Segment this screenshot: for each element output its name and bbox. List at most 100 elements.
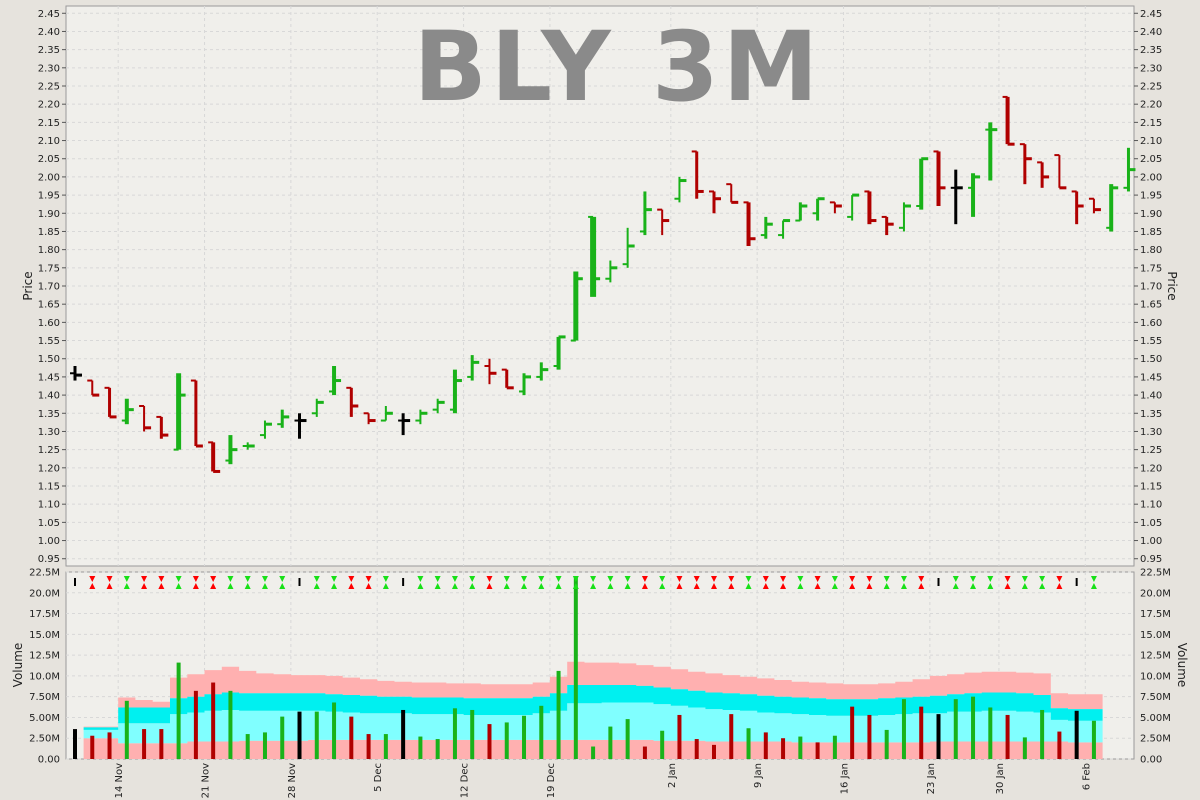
arrow-down-marker (780, 576, 787, 582)
volume-axis-title-left: Volume (11, 643, 25, 688)
price-tick-label: 2.40 (1140, 27, 1162, 38)
ohlc-bar (916, 157, 929, 210)
ohlc-bar (795, 202, 808, 222)
ohlc-bar (933, 150, 946, 206)
arrow-down-marker (1021, 576, 1028, 582)
volume-axis-right: 0.00 2.50M 5.00M 7.50M 10.0M 12.5M 15.0M 17.5M 2… (1140, 568, 1171, 766)
arrow-up-marker (227, 583, 234, 589)
arrow-down-marker (503, 576, 510, 582)
date-tick-label: 9 Jan (753, 763, 764, 788)
price-tick-label: 1.70 (1140, 282, 1162, 293)
arrow-down-marker (521, 576, 528, 582)
price-tick-label: 2.40 (38, 27, 60, 38)
arrow-down-marker (987, 576, 994, 582)
volume-bar (746, 728, 751, 759)
arrow-down-marker (261, 576, 268, 582)
ohlc-bar (812, 197, 825, 221)
ohlc-bar (985, 122, 998, 181)
arrow-up-marker (521, 583, 528, 589)
volume-tick-label: 5.00M (1140, 713, 1171, 724)
ohlc-bar (501, 368, 514, 390)
arrow-down-marker (175, 576, 182, 582)
arrow-down-marker (123, 576, 130, 582)
arrow-down-marker (538, 576, 545, 582)
ohlc-bar (553, 335, 566, 370)
arrow-down-marker (158, 576, 165, 582)
price-tick-label: 1.85 (1140, 227, 1162, 238)
price-tick-label: 2.10 (38, 136, 60, 147)
date-tick-label: 28 Nov (287, 763, 298, 799)
arrow-down-marker (659, 576, 666, 582)
price-tick-label: 2.05 (1140, 154, 1162, 165)
volume-bar (763, 732, 768, 759)
date-tick-label: 6 Feb (1081, 763, 1092, 790)
price-tick-label: 1.75 (1140, 263, 1162, 274)
ohlc-bar (847, 193, 860, 221)
date-tick-label: 14 Nov (114, 763, 125, 799)
arrow-up-marker (261, 583, 268, 589)
arrow-down-marker (590, 576, 597, 582)
ohlc-bar (778, 219, 791, 239)
price-tick-label: 2.45 (38, 9, 60, 20)
ohlc-bar (743, 201, 756, 246)
volume-tick-label: 10.0M (1140, 671, 1171, 682)
volume-tick-label: 7.50M (1140, 692, 1171, 703)
volume-bars (73, 576, 1096, 759)
ohlc-bar (70, 366, 82, 381)
volume-bar (401, 709, 406, 759)
price-tick-label: 2.20 (38, 100, 60, 111)
arrow-up-marker (313, 583, 320, 589)
volume-bar (383, 734, 388, 759)
volume-bar (522, 715, 527, 759)
volume-tick-label: 17.5M (1140, 609, 1171, 620)
arrow-up-marker (1004, 583, 1011, 589)
arrow-down-marker (849, 576, 856, 582)
volume-bar (781, 738, 786, 759)
arrow-down-marker (555, 576, 562, 582)
ohlc-bar (139, 405, 152, 432)
date-tick-label: 5 Dec (373, 763, 384, 792)
ohlc-bar (190, 379, 203, 448)
price-tick-label: 1.50 (38, 354, 60, 365)
price-tick-label: 1.25 (38, 445, 60, 456)
price-tick-label: 1.40 (38, 391, 60, 402)
ohlc-bar (259, 420, 272, 439)
price-tick-label: 2.05 (38, 154, 60, 165)
arrow-up-marker (538, 583, 545, 589)
ohlc-bar (760, 216, 773, 239)
arrow-down-marker (106, 576, 113, 582)
arrow-up-marker (797, 583, 804, 589)
price-axis-title-right: Price (1165, 271, 1179, 300)
price-tick-label: 1.30 (38, 427, 60, 438)
arrow-down-marker (1039, 576, 1046, 582)
arrow-down-marker (451, 576, 458, 582)
date-tick-label: 21 Nov (201, 763, 212, 799)
volume-tick-label: 12.5M (29, 651, 60, 662)
volume-tick-label: 22.5M (29, 568, 60, 579)
arrow-down-marker (227, 576, 234, 582)
volume-bar (971, 696, 976, 759)
price-tick-label: 1.90 (1140, 209, 1162, 220)
ohlc-bar (536, 362, 549, 381)
ohlc-bar (363, 412, 376, 425)
date-tick-label: 12 Dec (460, 763, 471, 798)
arrow-down-marker (365, 576, 372, 582)
arrow-up-marker (89, 583, 96, 589)
arrow-up-marker (676, 583, 683, 589)
volume-tick-label: 22.5M (1140, 568, 1171, 579)
direction-arrows (74, 576, 1097, 589)
arrow-down-marker (1056, 576, 1063, 582)
arrow-down-marker (1004, 576, 1011, 582)
date-axis: 14 Nov 21 Nov 28 Nov 5 Dec 12 Dec 19 Dec 2 Jan… (114, 763, 1092, 799)
price-tick-label: 1.70 (38, 282, 60, 293)
arrow-up-marker (883, 583, 890, 589)
arrow-down-marker (313, 576, 320, 582)
arrow-up-marker (192, 583, 199, 589)
arrow-up-marker (728, 583, 735, 589)
arrow-up-marker (365, 583, 372, 589)
volume-axis-title-right: Volume (1175, 643, 1189, 688)
ohlc-bar (622, 227, 635, 268)
volume-bar (1074, 710, 1079, 759)
arrow-up-marker (158, 583, 165, 589)
price-tick-label: 1.20 (1140, 463, 1162, 474)
